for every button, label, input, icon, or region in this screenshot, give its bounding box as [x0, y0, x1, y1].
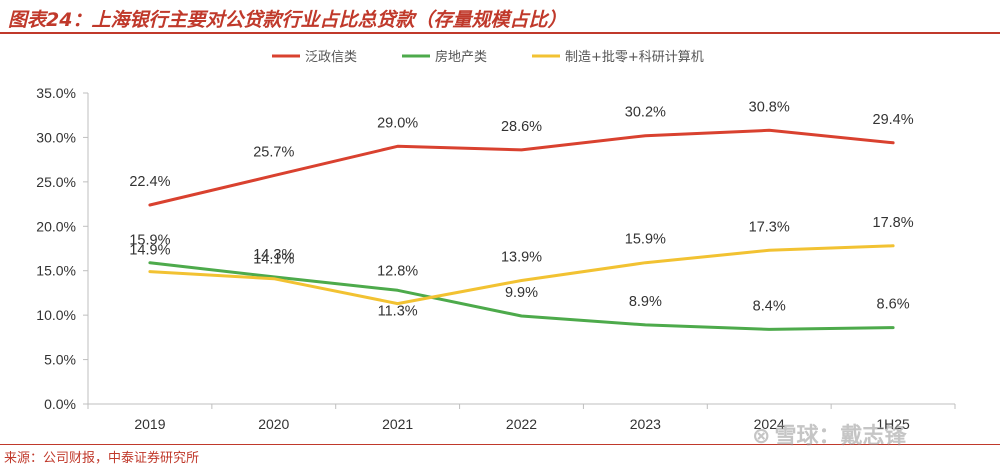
data-label: 17.3% — [749, 219, 790, 235]
data-label: 9.9% — [505, 285, 538, 301]
data-label: 14.1% — [253, 252, 294, 268]
watermark: ⊗ 雪球：戴志锋 — [752, 418, 906, 450]
y-tick-label: 25.0% — [36, 174, 76, 190]
data-label: 29.0% — [377, 115, 418, 131]
data-label: 13.9% — [501, 249, 542, 265]
data-label: 29.4% — [873, 112, 914, 128]
data-label: 22.4% — [129, 174, 170, 190]
line-chart: 泛政信类 房地产类 制造+批零+科研计算机 0.0% 5.0% 10.0% 15.0% 20… — [36, 49, 956, 432]
x-tick-label: 2019 — [134, 416, 165, 432]
y-tick-label: 20.0% — [36, 218, 76, 234]
data-label: 15.9% — [625, 232, 666, 248]
footer-divider — [0, 444, 1000, 445]
snowball-logo-icon: ⊗ — [752, 424, 771, 449]
legend-label-1: 泛政信类 — [305, 50, 357, 65]
x-tick-label: 2023 — [630, 416, 661, 432]
x-tick-label: 2022 — [506, 416, 537, 432]
y-tick-label: 35.0% — [36, 85, 76, 101]
y-tick-label: 10.0% — [36, 307, 76, 323]
data-label: 17.8% — [873, 215, 914, 231]
source-note: 来源：公司财报，中泰证券研究所 — [4, 451, 200, 466]
series-line-2 — [148, 261, 895, 331]
x-tick-label: 2020 — [258, 416, 289, 432]
axes: 0.0% 5.0% 10.0% 15.0% 20.0% 25.0% 30.0% 35.0% 20… — [36, 85, 956, 432]
data-label: 14.3% — [253, 247, 294, 263]
y-tick-label: 15.0% — [36, 263, 76, 279]
data-label: 15.9% — [129, 233, 170, 249]
title-bar: 图表24：上海银行主要对公贷款行业占比总贷款（存量规模占比） — [0, 0, 1000, 34]
data-label: 28.6% — [501, 119, 542, 135]
data-label: 14.9% — [129, 243, 170, 259]
x-tick-label: 2024 — [754, 416, 785, 432]
chart-title: 图表24：上海银行主要对公贷款行业占比总贷款（存量规模占比） — [8, 9, 567, 31]
legend-label-2: 房地产类 — [435, 49, 487, 65]
series-line-3 — [148, 244, 895, 306]
data-label: 8.9% — [629, 294, 662, 310]
y-tick-label: 0.0% — [44, 396, 76, 412]
data-labels: 22.4% 25.7% 29.0% 28.6% 30.2% 30.8% 29.4% 15.9%… — [129, 99, 913, 319]
data-label: 8.6% — [877, 297, 910, 313]
series-lines — [148, 128, 895, 331]
x-tick-label: 1H25 — [876, 416, 910, 432]
watermark-text: 雪球：戴志锋 — [774, 424, 907, 449]
x-tick-label: 2021 — [382, 416, 413, 432]
data-label: 30.8% — [749, 99, 790, 115]
data-label: 12.8% — [377, 263, 418, 279]
data-label: 30.2% — [625, 105, 666, 121]
y-tick-label: 30.0% — [36, 129, 76, 145]
legend-label-3: 制造+批零+科研计算机 — [565, 50, 704, 65]
y-tick-label: 5.0% — [44, 352, 76, 368]
legend: 泛政信类 房地产类 制造+批零+科研计算机 — [272, 49, 704, 65]
data-label: 11.3% — [378, 304, 418, 320]
data-label: 25.7% — [253, 145, 294, 161]
series-line-1 — [148, 128, 895, 207]
data-label: 8.4% — [753, 298, 786, 314]
